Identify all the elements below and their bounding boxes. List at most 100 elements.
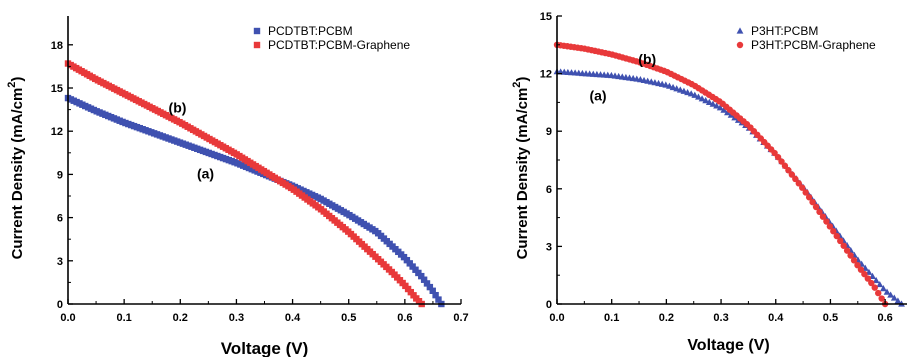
x-tick-label: 0.7 (453, 312, 468, 324)
data-point (875, 289, 882, 297)
legend-marker (253, 27, 261, 35)
data-point (812, 203, 820, 211)
x-axis-title: Voltage (V) (687, 337, 769, 354)
y-tick-label: 6 (57, 213, 63, 225)
data-point (673, 85, 681, 92)
data-point (702, 97, 710, 104)
chart-left: 0.0 0.1 0.2 0.3 0.4 0.5 0.6 0.7 0 3 6 9 12 15 18 Voltag… (6, 16, 469, 357)
x-tick-label: 0.6 (397, 312, 412, 324)
data-point (868, 279, 875, 287)
y-tick-label: 3 (57, 256, 63, 268)
data-point (857, 266, 865, 273)
data-point (847, 252, 854, 259)
series-pcdtbt-pcbm-graphene (64, 60, 425, 308)
data-point (826, 223, 834, 230)
legend-label: P3HT:PCBM-Graphene (751, 38, 876, 52)
data-point (871, 284, 878, 291)
x-tick-label: 0.5 (823, 312, 838, 324)
data-point (662, 81, 670, 88)
data-point (816, 208, 823, 216)
data-point (840, 242, 847, 249)
x-tick-label: 0.3 (229, 312, 244, 324)
data-point (684, 88, 691, 96)
y-tick-label: 6 (546, 184, 552, 196)
data-point (774, 153, 782, 161)
chart-right: 0.0 0.1 0.2 0.3 0.4 0.5 0.6 0 3 6 9 12 15 Voltage (V)… (511, 11, 907, 354)
legend-label: P3HT:PCBM (751, 24, 818, 38)
data-point (854, 261, 861, 269)
data-point (799, 184, 806, 191)
data-point (795, 180, 802, 187)
data-point (878, 295, 885, 302)
y-tick-label: 15 (540, 11, 552, 23)
y-tick-label: 0 (546, 299, 552, 311)
data-point (785, 167, 792, 174)
y-tick-label: 15 (51, 83, 63, 95)
y-tick-label: 18 (51, 40, 63, 52)
annotation-label: (b) (638, 51, 656, 67)
data-point (676, 86, 684, 93)
data-point (861, 270, 868, 278)
data-point (435, 296, 442, 303)
y-tick-label: 3 (546, 241, 552, 253)
data-point (830, 228, 837, 235)
data-point (833, 232, 840, 240)
data-point (716, 104, 724, 111)
x-tick-label: 0.1 (116, 312, 131, 324)
data-point (713, 102, 720, 109)
y-tick-label: 9 (57, 169, 63, 181)
data-point (418, 272, 425, 280)
data-point (720, 106, 728, 113)
y-axis-title: Current Density (mA/cm2) (6, 77, 26, 260)
legend-label: PCDTBT:PCBM-Graphene (268, 38, 410, 52)
data-point (819, 213, 827, 220)
y-tick-label: 12 (51, 126, 63, 138)
data-point (788, 171, 796, 178)
x-tick-label: 0.1 (604, 312, 619, 324)
data-point (864, 275, 872, 282)
data-point (879, 285, 887, 292)
y-tick-label: 9 (546, 126, 552, 138)
data-point (883, 288, 891, 295)
data-point (680, 87, 688, 94)
data-point (809, 198, 816, 206)
series-pcdtbt-pcbm (64, 94, 445, 308)
data-point (872, 276, 880, 284)
x-tick-label: 0.0 (60, 312, 75, 324)
y-axis-title: Current Density (mA/cm2) (511, 77, 531, 260)
data-point (843, 247, 851, 254)
data-point (695, 93, 702, 100)
data-point (666, 82, 673, 89)
x-tick-label: 0.4 (285, 312, 301, 324)
data-point (724, 109, 731, 116)
data-point (802, 189, 809, 196)
legend-label: PCDTBT:PCBM (268, 24, 353, 38)
data-point (894, 297, 902, 304)
x-tick-label: 0.6 (877, 312, 892, 324)
annotation-label: (a) (197, 166, 214, 182)
series-p3ht-pcbm-graphene (553, 41, 889, 308)
data-point (876, 280, 884, 288)
data-point (423, 280, 431, 287)
data-point (823, 218, 830, 225)
x-tick-label: 0.2 (659, 312, 674, 324)
data-point (669, 83, 677, 91)
data-point (705, 98, 713, 105)
x-tick-label: 0.5 (341, 312, 356, 324)
series-p3ht-pcbm (553, 68, 905, 307)
data-point (781, 162, 789, 170)
x-tick-label: 0.4 (768, 312, 784, 324)
legend-marker (253, 41, 261, 49)
data-point (429, 287, 436, 294)
data-point (687, 90, 695, 97)
data-point (709, 100, 717, 107)
x-axis-title: Voltage (V) (221, 339, 309, 357)
data-point (778, 158, 785, 165)
x-tick-label: 0.0 (549, 312, 564, 324)
data-point (426, 283, 434, 291)
data-point (698, 95, 706, 102)
data-point (837, 237, 844, 245)
data-point (691, 91, 699, 98)
